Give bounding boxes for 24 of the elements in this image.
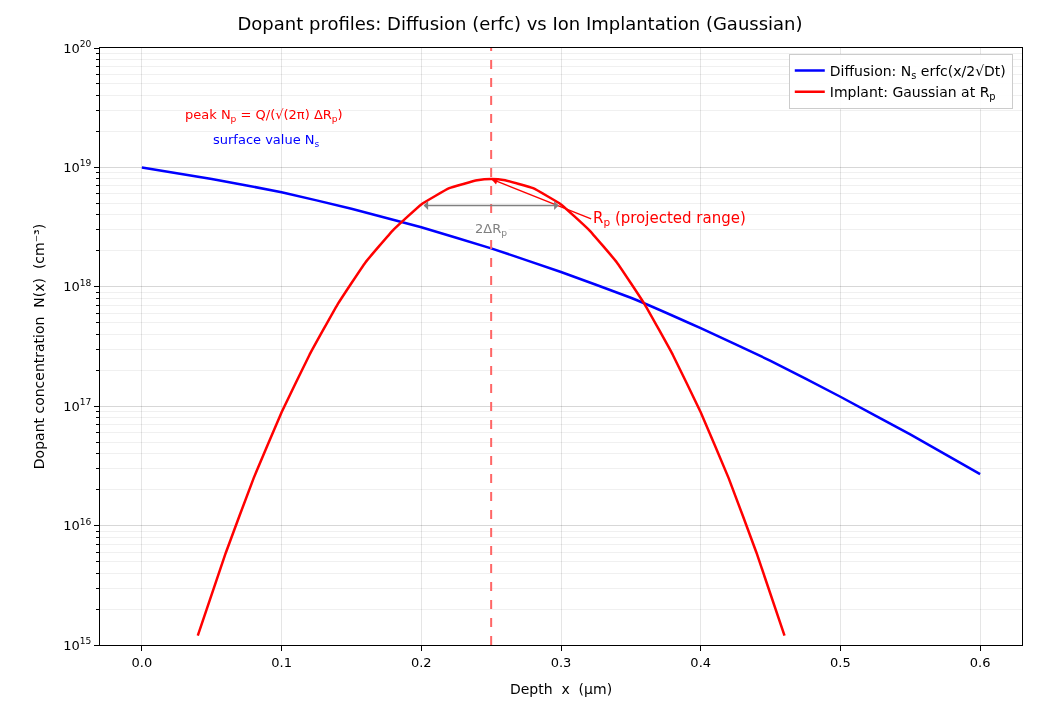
y-axis-title: Dopant concentration N(x) (cm⁻³) bbox=[30, 223, 47, 470]
x-tick-label: 0.3 bbox=[550, 654, 572, 670]
y-tick-label: 10$^{16}$ bbox=[63, 516, 92, 534]
annotation: peak N$_{p}$ = Q/(√(2π) ΔR$_{p}$) bbox=[185, 107, 343, 124]
y-tick-label: 10$^{15}$ bbox=[63, 636, 92, 653]
y-tick-label: 10$^{19}$ bbox=[63, 158, 92, 175]
x-tick-label: 0.4 bbox=[690, 654, 712, 670]
annotation: R$_{p}$ (projected range) bbox=[593, 209, 746, 229]
annotation: surface value N$_{s}$ bbox=[213, 132, 320, 149]
line-series bbox=[196, 177, 786, 637]
x-tick-label: 0.0 bbox=[131, 654, 153, 670]
x-tick-label: 0.2 bbox=[410, 654, 432, 670]
y-tick-label: 10$^{18}$ bbox=[63, 277, 92, 295]
annotation: 2ΔR$_{p}$ bbox=[475, 221, 508, 238]
y-tick-label: 10$^{17}$ bbox=[63, 397, 92, 414]
chart-title: Dopant profiles: Diffusion (erfc) vs Ion Implantation (Gaussian) bbox=[237, 13, 803, 35]
x-tick-label: 0.1 bbox=[271, 654, 292, 670]
x-tick-label: 0.5 bbox=[830, 654, 851, 670]
legend-label: Diffusion: N$_{s}$ erfc(x/2√Dt) bbox=[829, 63, 1006, 81]
x-axis-title: Depth x (μm) bbox=[509, 680, 613, 697]
x-tick-label: 0.6 bbox=[969, 654, 991, 670]
line-series bbox=[140, 166, 982, 476]
legend-label: Implant: Gaussian at R$_{p}$ bbox=[829, 84, 996, 103]
y-tick-label: 10$^{20}$ bbox=[63, 39, 92, 56]
